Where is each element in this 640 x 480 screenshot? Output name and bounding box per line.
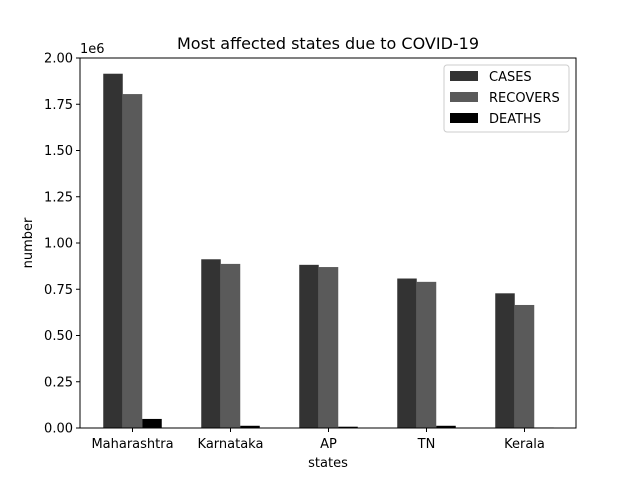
y-axis-label: number [21, 217, 36, 268]
y-tick-label: 0.00 [44, 422, 73, 437]
legend-swatch-recovers [450, 92, 478, 102]
bar-deaths-maharashtra [142, 418, 162, 428]
bar-recovers-ap [318, 267, 339, 428]
legend-label-cases: CASES [489, 70, 532, 85]
bar-cases-ap [299, 264, 319, 428]
bar-cases-kerala [495, 293, 515, 428]
bars-group [103, 73, 554, 428]
legend: CASES RECOVERS DEATHS [443, 64, 570, 133]
y-axis-ticks: 0.00 0.25 0.50 0.75 1.00 1.25 1.50 1.75 2.00 [44, 52, 80, 437]
bar-recovers-karnataka [220, 263, 241, 428]
chart-title: Most affected states due to COVID-19 [177, 34, 479, 53]
bar-deaths-ap [338, 426, 358, 428]
bar-recovers-kerala [514, 304, 535, 428]
y-tick-label: 1.75 [44, 98, 73, 113]
legend-swatch-cases [450, 71, 478, 81]
y-tick-label: 0.50 [44, 329, 73, 344]
plot-frame [79, 57, 577, 429]
x-tick-label: Kerala [504, 437, 545, 452]
bar-cases-karnataka [201, 259, 221, 428]
y-tick-label: 1.50 [44, 144, 73, 159]
y-tick-label: 1.25 [44, 190, 73, 205]
bar-cases-maharashtra [103, 73, 123, 428]
legend-swatch-deaths [450, 113, 478, 123]
x-tick-label: Karnataka [198, 437, 264, 452]
x-tick-label: AP [320, 437, 337, 452]
legend-label-recovers: RECOVERS [489, 91, 560, 106]
bar-deaths-karnataka [240, 425, 260, 428]
y-tick-label: 0.75 [44, 283, 73, 298]
y-tick-label: 1.00 [44, 237, 73, 252]
x-axis-label: states [308, 456, 348, 471]
bar-recovers-maharashtra [122, 94, 143, 428]
legend-label-deaths: DEATHS [489, 112, 541, 127]
y-tick-label: 2.00 [44, 52, 73, 67]
x-tick-label: Maharashtra [91, 437, 173, 452]
bar-recovers-tn [416, 281, 437, 428]
x-tick-label: TN [417, 437, 436, 452]
y-offset-label: 1e6 [80, 42, 105, 57]
bar-cases-tn [397, 278, 417, 428]
y-tick-label: 0.25 [44, 375, 73, 390]
x-axis-ticks: Maharashtra Karnataka AP TN Kerala [91, 428, 545, 452]
bar-deaths-tn [436, 425, 456, 428]
